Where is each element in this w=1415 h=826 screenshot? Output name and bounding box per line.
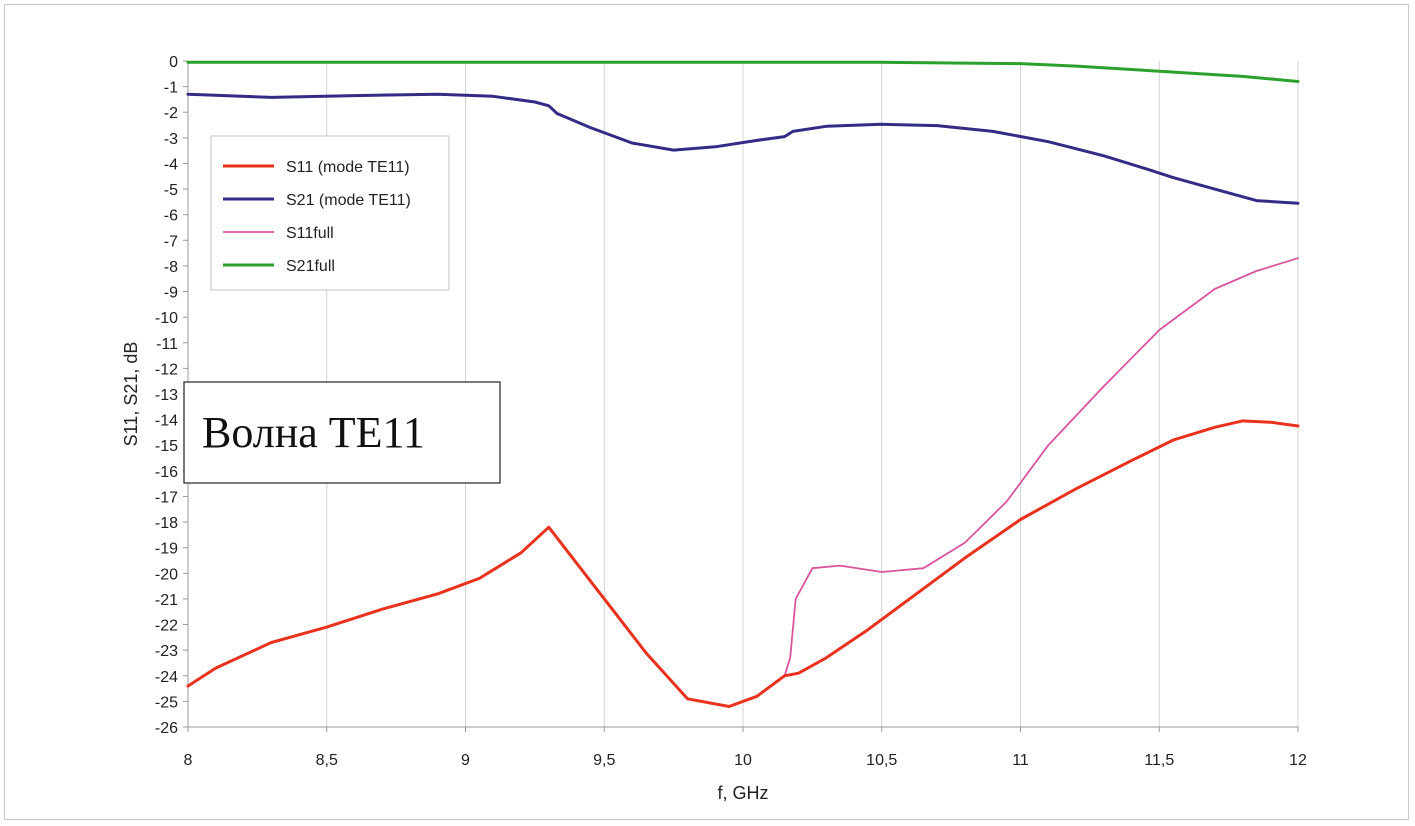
x-tick-label: 10 bbox=[734, 752, 752, 769]
series-line bbox=[186, 60, 1300, 83]
y-tick-label: -7 bbox=[164, 233, 178, 250]
annotation-box: Волна TE11 bbox=[183, 381, 501, 484]
legend-label: S21full bbox=[286, 258, 335, 275]
y-tick-label: -22 bbox=[155, 618, 178, 635]
y-tick-label: -12 bbox=[155, 361, 178, 378]
y-tick-label: -4 bbox=[164, 156, 178, 173]
y-tick-label: -18 bbox=[155, 515, 178, 532]
y-tick-label: -17 bbox=[155, 489, 178, 506]
legend: S11 (mode TE11) S21 (mode TE11) S11full S21… bbox=[210, 135, 450, 291]
y-tick-label: -21 bbox=[155, 592, 178, 609]
x-axis-title: f, GHz bbox=[717, 783, 768, 803]
legend-label: S11 (mode TE11) bbox=[286, 159, 410, 176]
y-tick-label: -11 bbox=[156, 336, 178, 353]
series-line bbox=[186, 419, 1300, 708]
annotation-frame bbox=[183, 381, 501, 484]
annotation-text: Волна TE11 bbox=[202, 408, 425, 457]
y-tick-label: -14 bbox=[155, 413, 178, 430]
y-tick-label: -6 bbox=[164, 208, 178, 225]
y-axis-title: S11, S21, dB bbox=[121, 342, 141, 447]
y-tick-label: -5 bbox=[164, 182, 178, 199]
y-tick-labels: 0 -1 -2 -3 -4 -5 -6 -7 -8 -9 -10 -11 -12 -13 -14 -15 -16… bbox=[155, 54, 178, 737]
y-tick-label: -8 bbox=[164, 259, 178, 276]
x-tick-label: 9,5 bbox=[593, 752, 615, 769]
series-line bbox=[186, 92, 1300, 205]
y-tick-label: -20 bbox=[155, 566, 178, 583]
chart: 0 -1 -2 -3 -4 -5 -6 -7 -8 -9 -10 -11 -12 -13 -14 -15 -16… bbox=[121, 54, 1307, 803]
y-tick-label: 0 bbox=[169, 54, 178, 71]
x-tick-label: 9 bbox=[461, 752, 470, 769]
y-tick-label: -19 bbox=[155, 541, 178, 558]
series-lines bbox=[186, 60, 1300, 708]
y-tick-label: -13 bbox=[155, 387, 178, 404]
y-tick-label: -2 bbox=[164, 105, 178, 122]
legend-label: S21 (mode TE11) bbox=[286, 192, 411, 209]
x-tick-label: 10,5 bbox=[866, 752, 897, 769]
chart-frame: 0 -1 -2 -3 -4 -5 -6 -7 -8 -9 -10 -11 -12 -13 -14 -15 -16… bbox=[4, 4, 1409, 820]
y-tick-label: -16 bbox=[155, 464, 178, 481]
y-tick-label: -25 bbox=[155, 694, 178, 711]
y-tick-label: -9 bbox=[164, 285, 178, 302]
legend-label: S11full bbox=[286, 225, 334, 242]
x-tick-label: 8 bbox=[184, 752, 193, 769]
y-tick-label: -15 bbox=[155, 438, 178, 455]
x-tick-label: 11 bbox=[1012, 752, 1029, 769]
x-tick-label: 8,5 bbox=[316, 752, 338, 769]
x-tick-label: 12 bbox=[1289, 752, 1307, 769]
y-tick-label: -23 bbox=[155, 643, 178, 660]
y-tick-label: -10 bbox=[155, 310, 178, 327]
y-tick-label: -24 bbox=[155, 669, 178, 686]
y-tick-label: -26 bbox=[155, 720, 178, 737]
x-tick-labels: 8 8,5 9 9,5 10 10,5 11 11,5 12 bbox=[184, 752, 1307, 769]
y-tick-label: -1 bbox=[164, 80, 178, 97]
y-tick-label: -3 bbox=[164, 131, 178, 148]
x-tick-label: 11,5 bbox=[1144, 752, 1174, 769]
